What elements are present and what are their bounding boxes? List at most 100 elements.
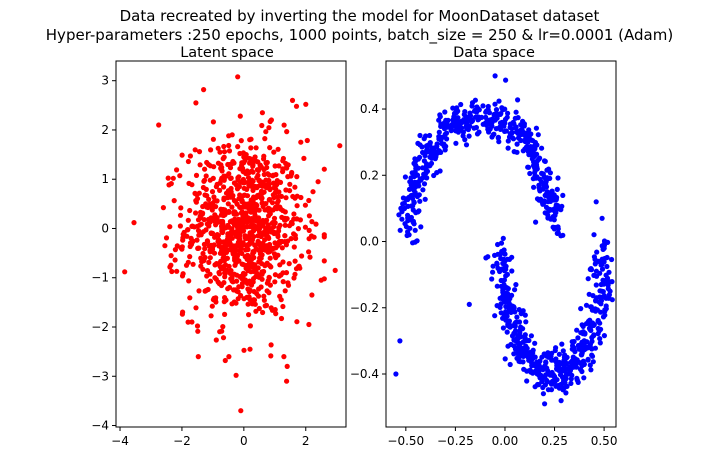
latent-point [293,103,300,109]
data-point [526,127,532,133]
latent-point [262,237,268,243]
latent-point [257,251,263,257]
data-point [393,371,399,377]
data-point [583,302,590,308]
latent-point [186,278,192,284]
data-point [448,126,454,132]
latent-point [221,257,227,264]
data-point [544,365,550,371]
data-point [579,368,585,375]
data-point [406,186,413,192]
latent-x-tick-label: 2 [302,434,310,448]
latent-point [177,212,184,218]
data-point [574,327,580,333]
latent-point [292,258,298,264]
latent-point [228,189,234,195]
data-point [520,339,527,345]
data-point [571,345,577,351]
latent-point [229,204,235,210]
latent-point [178,205,184,211]
data-point [589,338,595,344]
latent-point [165,175,171,181]
data-point [598,262,604,268]
latent-point [253,194,259,201]
data-point [533,368,540,375]
latent-point [234,288,240,294]
latent-point [220,156,226,162]
data-point [503,295,509,301]
latent-point [222,246,228,252]
data-point [512,115,518,121]
data-point [543,360,549,366]
latent-point [226,171,232,177]
data-point [465,116,471,122]
data-point [533,162,540,168]
data-point [537,375,543,381]
data-point [570,354,576,360]
latent-point [267,282,273,288]
latent-point [221,212,227,219]
data-point [404,232,410,239]
data-point [530,148,536,154]
latent-point [297,217,303,223]
latent-point [197,162,203,168]
data-point [607,279,613,285]
data-point [569,372,575,378]
data-point [466,301,472,307]
data-point [403,196,409,202]
latent-point [183,262,190,268]
latent-point [245,179,251,185]
data-point [500,235,506,241]
data-point [530,350,536,356]
data-point [542,210,548,216]
latent-point [172,247,178,253]
latent-point [187,254,193,260]
latent-point [272,279,278,285]
data-point [498,240,505,246]
latent-point [252,212,258,218]
latent-point [284,165,290,171]
latent-point [167,264,173,270]
latent-point [309,219,315,225]
data-point [437,168,443,174]
latent-point [284,363,290,369]
latent-point [238,240,244,247]
latent-point [185,217,191,223]
latent-point [221,197,227,203]
latent-point [166,182,172,188]
latent-x-tick-label: −2 [173,434,191,448]
latent-point [261,293,267,299]
data-point [588,327,594,333]
data-point [513,282,519,288]
data-point [423,164,429,170]
data-point [398,205,404,211]
latent-point [122,269,128,275]
latent-point [306,197,312,204]
data-point [450,105,456,111]
latent-point [259,261,265,267]
latent-point [282,233,288,239]
latent-point [227,161,233,168]
data-point [591,254,598,260]
data-point [509,333,516,339]
latent-point [302,224,308,230]
latent-point [235,258,242,264]
latent-point [180,237,186,243]
latent-point [277,262,283,268]
latent-point [291,211,297,217]
latent-point [265,222,271,228]
latent-point [225,201,231,207]
latent-point [283,160,289,167]
latent-point [201,178,207,184]
latent-point [248,156,254,162]
data-point [511,287,518,293]
latent-point [217,187,223,193]
latent-space-frame [115,60,347,428]
data-point [594,295,600,301]
data-point [540,391,547,397]
data-point [498,283,504,289]
data-point [597,340,603,346]
latent-point [242,254,248,260]
data-point [476,116,482,122]
latent-point [217,149,223,155]
